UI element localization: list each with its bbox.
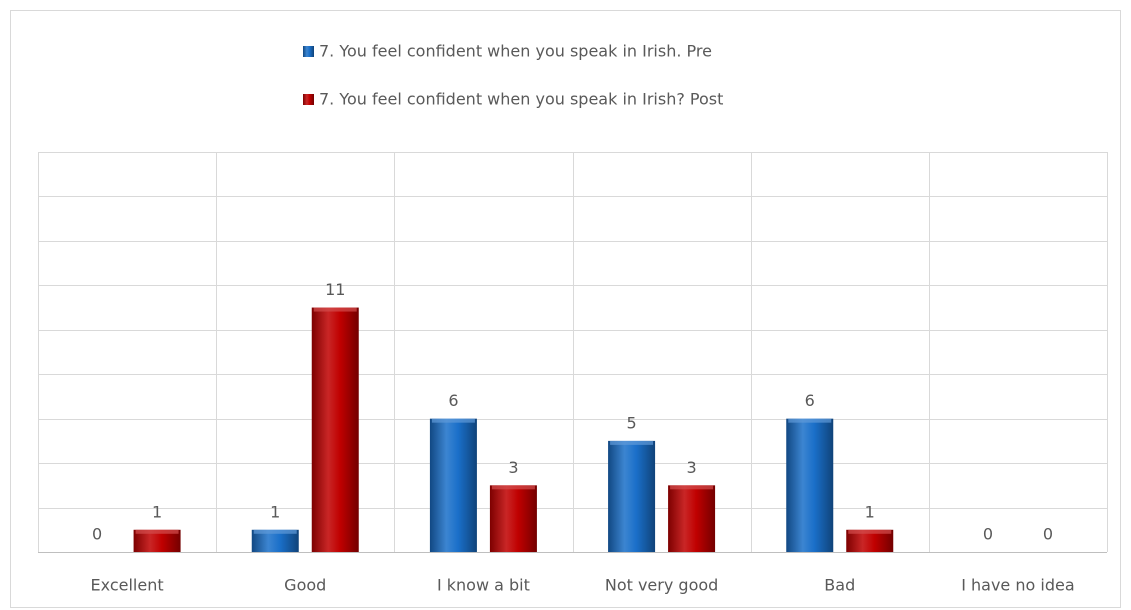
x-tick-label: Bad (824, 576, 855, 595)
bar-bevel (610, 440, 654, 445)
x-tick-label: I have no idea (961, 576, 1074, 595)
bar (786, 418, 834, 552)
bar-bevel (431, 418, 475, 423)
data-label: 0 (1043, 525, 1053, 544)
bar (133, 529, 181, 552)
bar-bevel (670, 485, 714, 490)
bar (608, 440, 656, 552)
data-label: 1 (270, 502, 280, 521)
bar-bevel (788, 418, 832, 423)
data-label: 11 (325, 280, 345, 299)
bar-bevel (848, 529, 892, 534)
data-label: 1 (152, 502, 162, 521)
bar (489, 485, 537, 552)
bar-bevel (135, 529, 179, 534)
data-label: 3 (686, 458, 696, 477)
legend-swatch (303, 46, 314, 57)
x-tick-label: Excellent (91, 576, 164, 595)
bar-bevel (313, 307, 357, 312)
data-label: 0 (983, 525, 993, 544)
bar (668, 485, 716, 552)
data-label: 6 (448, 391, 458, 410)
bar (311, 307, 359, 552)
x-tick-label: Good (284, 576, 326, 595)
bar (251, 529, 299, 552)
data-label: 6 (805, 391, 815, 410)
legend-swatch (303, 94, 314, 105)
data-label: 1 (865, 502, 875, 521)
bar (429, 418, 477, 552)
bar-bevel (253, 529, 297, 534)
x-tick-label: Not very good (605, 576, 718, 595)
legend-label: 7. You feel confident when you speak in … (319, 42, 712, 61)
bar (846, 529, 894, 552)
legend-label: 7. You feel confident when you speak in … (319, 90, 723, 109)
bar-bevel (491, 485, 535, 490)
data-label: 3 (508, 458, 518, 477)
x-tick-label: I know a bit (437, 576, 530, 595)
data-label: 0 (92, 525, 102, 544)
data-label: 5 (626, 413, 636, 432)
